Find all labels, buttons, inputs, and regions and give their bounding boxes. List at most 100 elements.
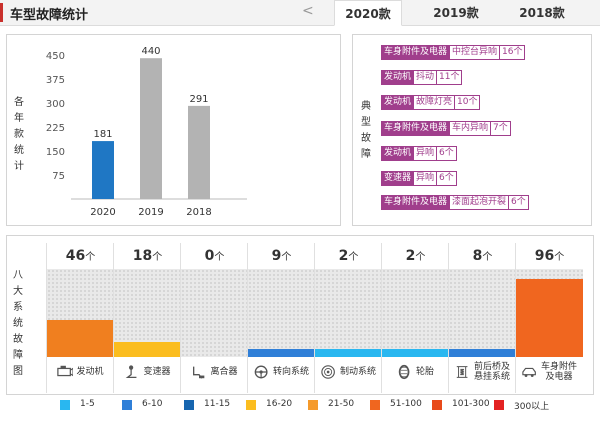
legend-label: 6-10 — [142, 399, 163, 409]
system-count-value: 2 — [405, 248, 416, 264]
system-label: 车身附件 及电器 — [516, 357, 583, 387]
y-tick-label: 150 — [46, 147, 65, 158]
title-accent-bar — [0, 3, 3, 22]
header-bar: 车型故障统计 < 2020款 2019款 2018款 — [0, 0, 600, 26]
fault-description: 漆面起泡开裂 — [450, 195, 510, 210]
system-column[interactable]: 9个 转向系统 — [247, 243, 315, 393]
legend-item: 21-50 — [308, 399, 388, 411]
system-count-value: 0 — [204, 248, 215, 264]
system-count: 96个 — [516, 243, 583, 269]
engine-icon — [57, 365, 74, 377]
system-bar — [382, 349, 449, 357]
x-tick-label: 2020 — [90, 207, 115, 218]
typical-faults-label-text: 典型故障 — [361, 101, 371, 160]
legend-swatch — [432, 400, 442, 410]
system-name-line: 及电器 — [545, 372, 573, 382]
fault-count: 16个 — [500, 45, 526, 60]
system-bar — [47, 319, 114, 357]
system-label: 轮胎 — [382, 357, 449, 387]
system-count: 2个 — [315, 243, 382, 269]
system-column[interactable]: 2个制动系统 — [314, 243, 382, 393]
car-body-icon — [522, 367, 536, 377]
system-count: 0个 — [181, 243, 248, 269]
y-tick-label: 375 — [46, 75, 65, 86]
yearly-stats-label-text: 各年款统计 — [14, 97, 24, 172]
system-name-line: 变速器 — [143, 367, 171, 377]
bar-2020[interactable] — [92, 141, 114, 199]
system-count-unit: 个 — [281, 252, 292, 263]
system-count: 8个 — [449, 243, 516, 269]
system-label: 发动机 — [47, 357, 114, 387]
steering-wheel-icon — [254, 365, 268, 379]
system-count-value: 18 — [132, 248, 153, 264]
brake-disc-icon — [321, 365, 335, 379]
fault-category: 车身附件及电器 — [381, 195, 451, 210]
eight-systems-label-text: 八大系统故障图 — [13, 270, 23, 377]
tab-2020[interactable]: 2020款 — [334, 0, 402, 26]
tab-2018[interactable]: 2018款 — [519, 6, 565, 20]
system-column[interactable]: 2个轮胎 — [381, 243, 449, 393]
yearly-bar-chart: 450 375 300 225 150 75 181 2020 440 2019 291 2018 — [46, 46, 247, 218]
fault-row[interactable]: 车身附件及电器 车内异响 7个 — [381, 121, 511, 136]
bar-value-label: 440 — [141, 46, 160, 57]
bar-value-label: 181 — [93, 129, 112, 140]
fault-row[interactable]: 车身附件及电器 中控台异响 16个 — [381, 45, 526, 60]
system-bar-area — [248, 269, 315, 357]
system-count-unit: 个 — [415, 252, 426, 263]
tab-2019[interactable]: 2019款 — [433, 6, 479, 20]
system-label: 转向系统 — [248, 357, 315, 387]
fault-category: 发动机 — [381, 146, 415, 161]
system-name: 离合器 — [210, 367, 237, 377]
system-name-line: 车身附件 — [540, 362, 577, 372]
system-name-line: 悬挂系统 — [473, 372, 510, 382]
fault-count: 11个 — [437, 70, 463, 85]
fault-row[interactable]: 车身附件及电器 漆面起泡开裂 6个 — [381, 195, 529, 210]
system-name-line: 制动系统 — [339, 367, 376, 377]
fault-description: 中控台异响 — [450, 45, 501, 60]
y-tick-label: 300 — [46, 99, 65, 110]
fault-row[interactable]: 变速器 异响 6个 — [381, 171, 457, 186]
fault-row[interactable]: 发动机 抖动 11个 — [381, 70, 463, 85]
system-name-line: 离合器 — [210, 367, 238, 377]
system-column[interactable]: 46个 发动机 — [46, 243, 114, 393]
system-bar-area — [47, 269, 114, 357]
system-name-line: 发动机 — [76, 367, 104, 377]
fault-description: 车内异响 — [450, 121, 492, 136]
fault-count: 6个 — [437, 146, 457, 161]
system-label: 变速器 — [114, 357, 181, 387]
prev-arrow-button[interactable]: < — [302, 3, 314, 19]
legend-item: 6-10 — [122, 399, 202, 411]
system-name-line: 轮胎 — [415, 367, 434, 377]
fault-row[interactable]: 发动机 故障灯亮 10个 — [381, 95, 481, 110]
bar-2019[interactable] — [140, 58, 162, 200]
system-count: 18个 — [114, 243, 181, 269]
y-tick-label: 225 — [46, 123, 65, 134]
fault-description: 异响 — [414, 146, 438, 161]
system-count-unit: 个 — [482, 252, 493, 263]
yearly-stats-panel: 各年款统计 450 375 300 225 150 75 181 2020 440 2019 291… — [6, 34, 341, 226]
fault-description: 异响 — [414, 171, 438, 186]
legend-swatch — [308, 400, 318, 410]
system-name: 车身附件 及电器 — [541, 362, 577, 382]
system-column[interactable]: 96个车身附件 及电器 — [515, 243, 583, 393]
system-bar-area — [382, 269, 449, 357]
y-tick-label: 75 — [52, 171, 65, 182]
system-bar — [315, 349, 382, 357]
system-column[interactable]: 0个离合器 — [180, 243, 248, 393]
system-column[interactable]: 8个 前后桥及 悬挂系统 — [448, 243, 516, 393]
x-tick-label: 2018 — [186, 207, 211, 218]
bar-2018[interactable] — [188, 105, 210, 199]
legend-label: 16-20 — [266, 399, 293, 409]
system-bar-area — [181, 269, 248, 357]
legend-label: 300以上 — [514, 402, 550, 412]
fault-category: 车身附件及电器 — [381, 121, 451, 136]
legend-swatch — [184, 400, 194, 410]
legend-item: 1-5 — [60, 399, 140, 411]
clutch-pedal-icon — [193, 366, 205, 379]
fault-count: 10个 — [455, 95, 481, 110]
fault-row[interactable]: 发动机 异响 6个 — [381, 146, 457, 161]
system-column[interactable]: 18个变速器 — [113, 243, 181, 393]
system-bar — [516, 279, 583, 357]
typical-faults-panel: 典型故障 车身附件及电器 中控台异响 16个 发动机 抖动 11个 发动机 故障… — [352, 34, 592, 226]
system-name: 轮胎 — [416, 367, 434, 377]
